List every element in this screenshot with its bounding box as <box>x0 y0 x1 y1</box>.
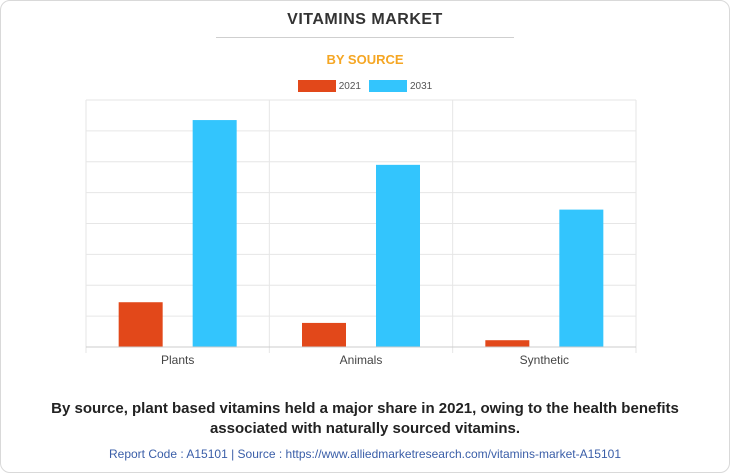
legend-item-2021[interactable]: 2021 <box>297 80 361 92</box>
bar-2031-synthetic[interactable] <box>559 209 604 347</box>
legend-label-2021: 2021 <box>338 80 361 92</box>
bar-2021-animals[interactable] <box>302 322 346 347</box>
bar-2021-plants[interactable] <box>118 302 163 347</box>
title-divider <box>216 37 514 38</box>
bar-2031-animals[interactable] <box>376 164 420 347</box>
x-tick-label: Plants <box>161 353 194 367</box>
report-source-footer[interactable]: Report Code : A15101 | Source : https://… <box>108 447 621 461</box>
chart-caption: By source, plant based vitamins held a m… <box>51 400 679 437</box>
chart-subtitle: BY SOURCE <box>326 52 404 67</box>
legend-swatch-2021 <box>297 80 336 92</box>
legend-swatch-2031 <box>369 80 407 92</box>
chart-title: VITAMINS MARKET <box>287 11 443 28</box>
legend-label-2031: 2031 <box>410 80 433 92</box>
bar-2021-synthetic[interactable] <box>485 340 530 347</box>
chart-legend: 2021 2031 <box>0 80 730 92</box>
x-tick-label: Synthetic <box>520 353 569 367</box>
bar-2031-plants[interactable] <box>192 120 237 347</box>
x-tick-label: Animals <box>340 353 383 367</box>
legend-item-2031[interactable]: 2031 <box>369 80 432 92</box>
